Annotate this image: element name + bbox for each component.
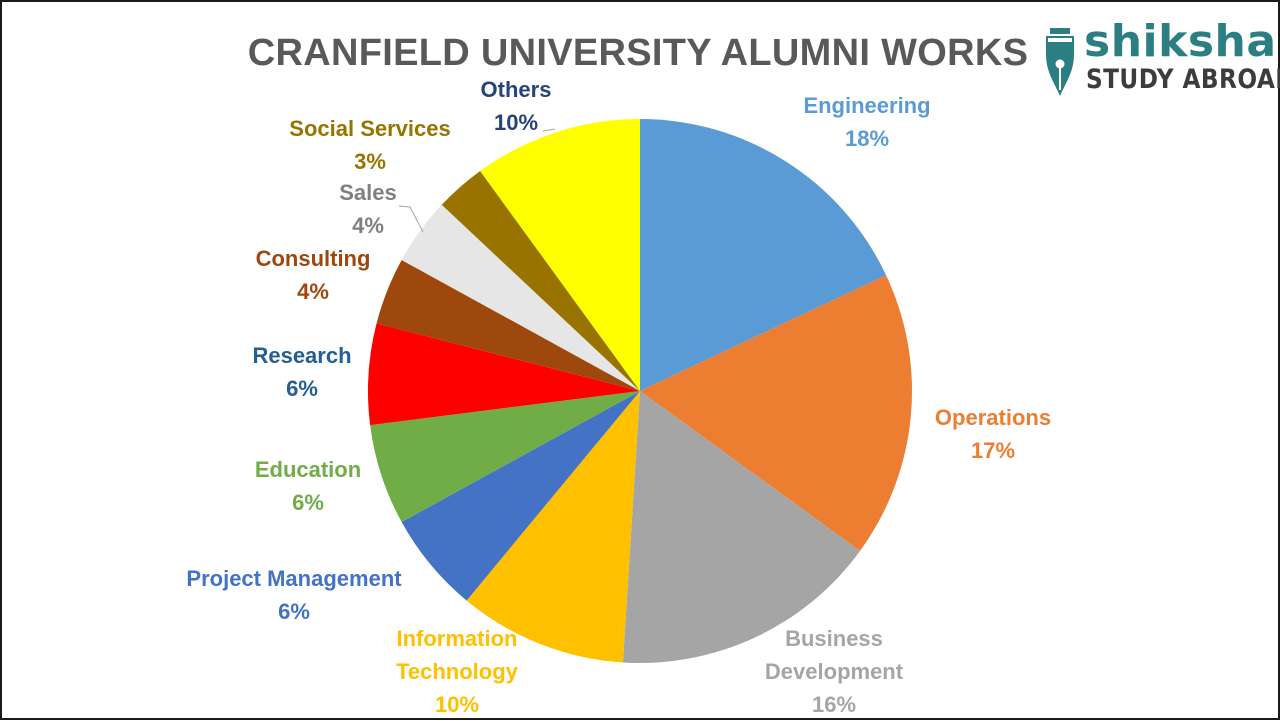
pie-slice-engineering [640,119,887,391]
slice-label-name: Development [764,659,904,684]
slice-label-name: Information [396,626,518,651]
slice-label-sales: Sales 4% [339,176,397,242]
pie-slice-operations [640,275,912,551]
slice-label-operations: Operations 17% [935,401,1051,467]
slice-label-information-technology: Information Technology 10% [396,622,518,721]
slice-label-name: Sales [339,180,397,205]
pie-slice-information-technology [466,391,640,663]
slice-label-value: 6% [286,376,318,401]
slice-label-social-services: Social Services 3% [289,112,450,178]
slice-label-name: Technology [396,659,518,684]
slice-label-value: 4% [297,279,329,304]
slice-label-education: Education 6% [255,453,361,519]
shiksha-logo: shiksha STUDY ABROAD [1040,16,1280,102]
chart-title: CRANFIELD UNIVERSITY ALUMNI WORKS [247,32,1029,74]
logo-brand: shiksha [1084,16,1277,67]
slice-label-value: 6% [278,599,310,624]
slice-label-project-management: Project Management 6% [186,562,401,628]
slice-label-value: 6% [292,490,324,515]
pie-slice-consulting [376,259,640,391]
fountain-pen-nib-icon [1046,28,1074,96]
slice-label-research: Research 6% [252,339,351,405]
slice-label-name: Social Services [289,116,451,141]
slice-label-name: Engineering [803,93,931,118]
leader-line-sales [398,205,424,233]
slice-label-name: Operations [934,405,1052,430]
slice-label-name: Consulting [255,246,371,271]
slice-label-name: Business [785,626,883,651]
pie-slice-business-development [622,391,861,663]
slice-label-business-development: Business Development 16% [765,622,903,721]
slice-label-consulting: Consulting 4% [256,242,371,308]
slice-label-name: Others [480,77,552,102]
pie-slice-others [480,119,640,391]
logo-tagline: STUDY ABROAD [1086,64,1280,95]
pie-slice-social-services [441,170,640,391]
slice-label-others: Others 10% [481,73,552,139]
slice-label-engineering: Engineering 18% [803,89,930,155]
slice-label-value: 3% [354,149,386,174]
slice-label-name: Project Management [186,566,402,591]
slice-label-name: Education [254,457,362,482]
slice-label-value: 16% [811,692,857,717]
pie-slice-education [370,391,640,523]
pie-slice-sales [401,204,640,391]
slice-label-value: 10% [493,110,539,135]
slice-label-value: 10% [434,692,480,717]
slice-label-value: 4% [352,213,384,238]
pie-slice-project-management [401,391,640,601]
leader-line-others [542,128,556,132]
slice-label-value: 17% [970,438,1016,463]
slice-label-value: 18% [844,126,890,151]
slice-label-name: Research [252,343,352,368]
pie-slice-research [367,323,640,426]
